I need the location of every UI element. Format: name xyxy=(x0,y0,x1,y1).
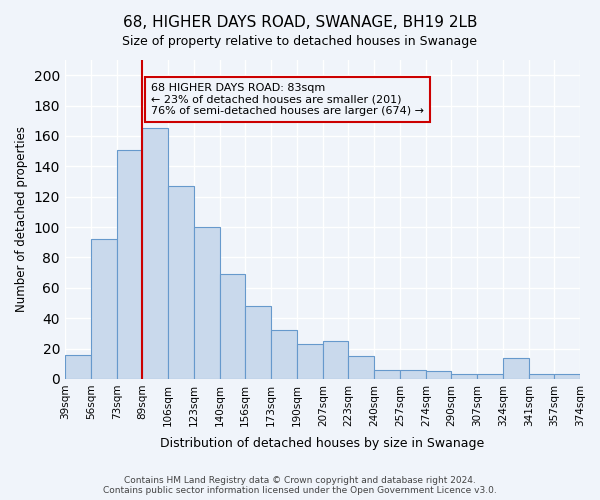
Bar xyxy=(348,356,374,379)
Bar xyxy=(374,370,400,379)
Bar xyxy=(323,341,348,379)
Bar xyxy=(554,374,580,379)
Bar xyxy=(168,186,194,379)
Bar xyxy=(142,128,168,379)
Bar xyxy=(529,374,554,379)
Bar xyxy=(65,354,91,379)
Bar xyxy=(271,330,297,379)
Bar xyxy=(451,374,477,379)
Bar xyxy=(477,374,503,379)
Bar xyxy=(117,150,142,379)
Bar xyxy=(220,274,245,379)
Bar xyxy=(245,306,271,379)
Text: 68 HIGHER DAYS ROAD: 83sqm
← 23% of detached houses are smaller (201)
76% of sem: 68 HIGHER DAYS ROAD: 83sqm ← 23% of deta… xyxy=(151,83,424,116)
Bar xyxy=(194,227,220,379)
Text: 68, HIGHER DAYS ROAD, SWANAGE, BH19 2LB: 68, HIGHER DAYS ROAD, SWANAGE, BH19 2LB xyxy=(123,15,477,30)
Bar xyxy=(426,372,451,379)
Y-axis label: Number of detached properties: Number of detached properties xyxy=(15,126,28,312)
Bar xyxy=(91,239,117,379)
Bar xyxy=(297,344,323,379)
Text: Size of property relative to detached houses in Swanage: Size of property relative to detached ho… xyxy=(122,35,478,48)
X-axis label: Distribution of detached houses by size in Swanage: Distribution of detached houses by size … xyxy=(160,437,485,450)
Bar xyxy=(400,370,426,379)
Bar xyxy=(503,358,529,379)
Text: Contains HM Land Registry data © Crown copyright and database right 2024.
Contai: Contains HM Land Registry data © Crown c… xyxy=(103,476,497,495)
